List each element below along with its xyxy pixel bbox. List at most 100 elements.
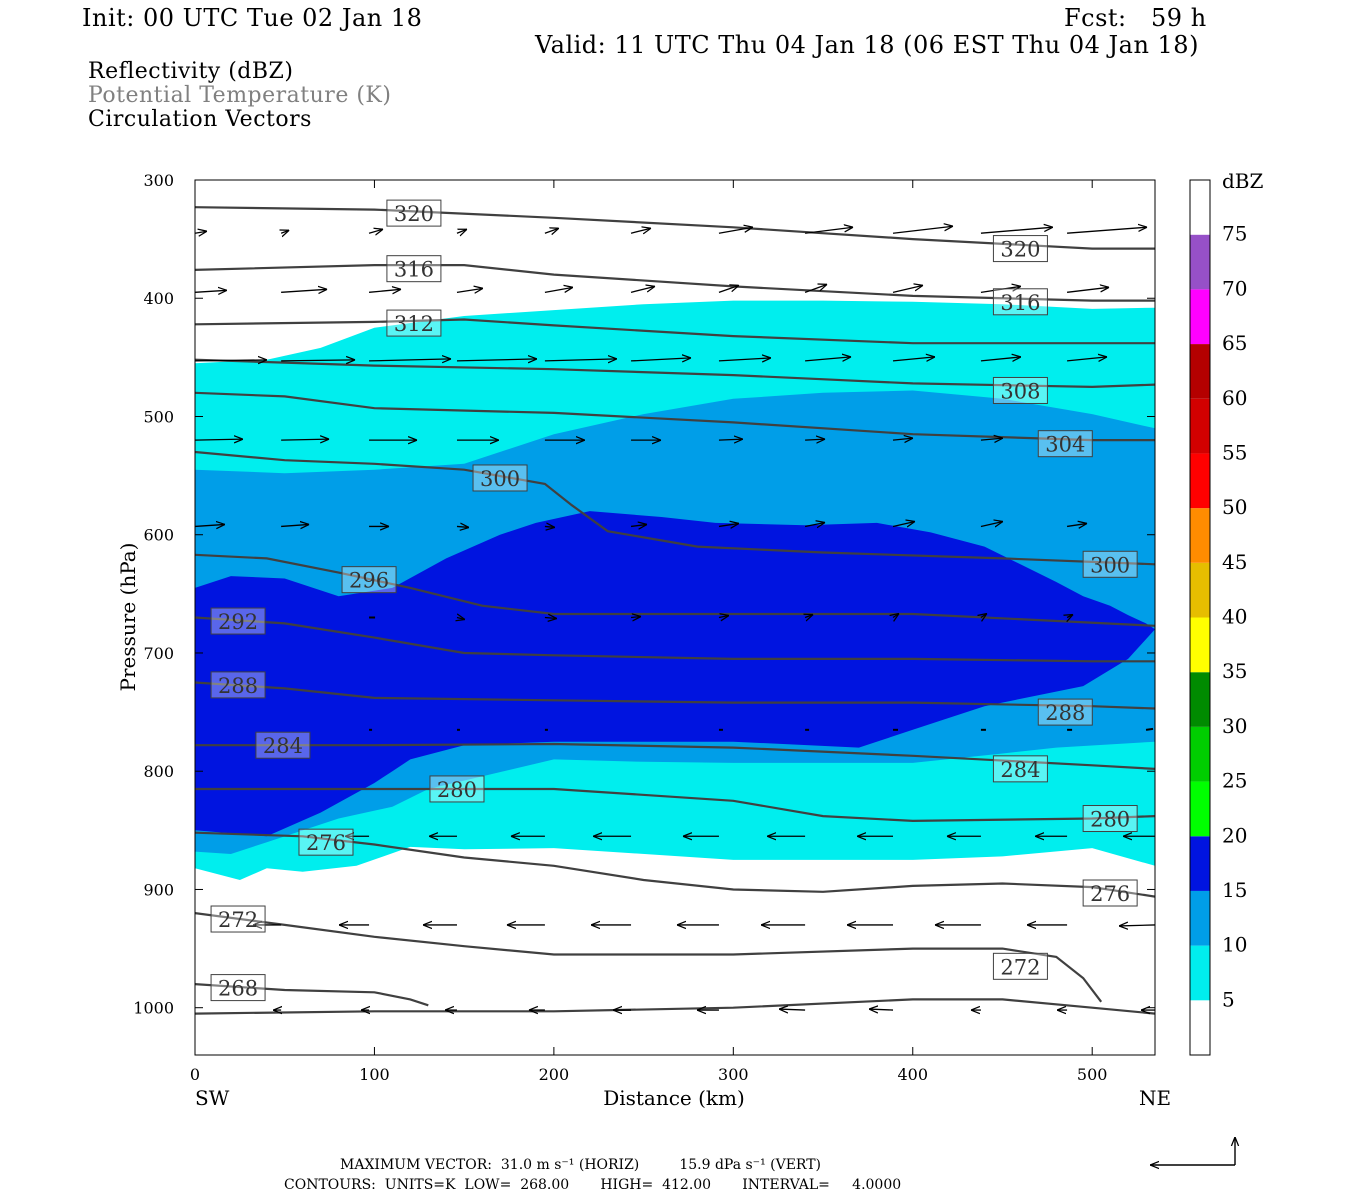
y-tick-label: 1000: [133, 999, 174, 1018]
contour-label-312: 312: [386, 309, 442, 337]
contour-label-text: 308: [1000, 379, 1040, 403]
x-tick-label: 0: [190, 1065, 200, 1084]
circulation-vector: [631, 358, 691, 361]
contour-label-304: 304: [1037, 430, 1093, 458]
valid-time: Valid: 11 UTC Thu 04 Jan 18 (06 EST Thu …: [535, 31, 1199, 59]
contour-label-text: 272: [218, 908, 258, 932]
circulation-vector: [1145, 727, 1154, 731]
contour-label-box: [386, 199, 442, 227]
contour-label-300: 300: [1082, 550, 1138, 578]
circulation-vector: [980, 357, 1021, 361]
contour-label-box: [429, 775, 485, 803]
circulation-vector: [892, 521, 915, 526]
theta-contour-320: [195, 206, 1155, 250]
contour-label-296: 296: [341, 566, 397, 594]
contour-label-320: 320: [386, 199, 442, 227]
circulation-vector: [1067, 357, 1107, 361]
x-axis-label: Distance (km): [603, 1086, 745, 1110]
colorbar-level-label: 20: [1222, 823, 1247, 847]
colorbar-level-label: 10: [1222, 933, 1247, 957]
contour-label-box: [472, 464, 528, 492]
y-tick-label: 600: [143, 526, 174, 545]
colorbar-swatch: [1190, 289, 1210, 345]
contour-label-box: [992, 288, 1048, 316]
circulation-vector: [805, 227, 853, 234]
theta-contour-272: [195, 912, 1103, 1003]
colorbar-swatch: [1190, 398, 1210, 454]
right-endpoint-label: NE: [1139, 1086, 1171, 1110]
contour-label-text: 268: [218, 977, 258, 1001]
colorbar-swatch: [1190, 617, 1210, 673]
circulation-vector: [893, 614, 899, 618]
colorbar-level-label: 35: [1222, 659, 1247, 683]
circulation-vector: [544, 618, 557, 619]
contour-label-box: [1082, 550, 1138, 578]
contour-label-box: [255, 731, 311, 759]
circulation-vector: [281, 360, 355, 361]
colorbar-swatch: [1190, 562, 1210, 618]
y-tick-label: 300: [143, 171, 174, 190]
colorbar-swatch: [1190, 453, 1210, 509]
circulation-vector: [281, 289, 327, 292]
y-tick-label: 800: [143, 762, 174, 781]
contour-label-box: [210, 905, 266, 933]
circulation-vector: [630, 286, 655, 293]
colorbar-swatch: [1190, 945, 1210, 1001]
circulation-vector: [368, 289, 401, 292]
theta-contour-300: [195, 450, 1155, 566]
theta-contour-312: [195, 318, 1155, 345]
circulation-vector: [368, 229, 383, 233]
colorbar-level-label: 75: [1222, 222, 1247, 246]
x-tick-label: 300: [718, 1065, 749, 1084]
contour-label-288: 288: [210, 671, 266, 699]
x-tick-label: 200: [539, 1065, 570, 1084]
colorbar-level-label: 55: [1222, 440, 1247, 464]
contour-label-316: 316: [992, 288, 1048, 316]
circulation-vector: [1067, 615, 1073, 618]
y-tick-label: 400: [143, 289, 174, 308]
contour-label-box: [992, 235, 1048, 263]
theta-contour-308: [195, 358, 1155, 389]
circulation-vector: [892, 285, 923, 293]
contour-label-text: 300: [1090, 553, 1130, 577]
theta-contour-280: [195, 787, 1155, 823]
colorbar-level-label: 40: [1222, 605, 1247, 629]
contour-label-box: [992, 755, 1048, 783]
circulation-vector: [544, 287, 573, 292]
contour-label-box: [1082, 805, 1138, 833]
circulation-vector: [980, 286, 1021, 293]
contour-label-box: [210, 607, 266, 635]
init-time: Init: 00 UTC Tue 02 Jan 18: [82, 4, 423, 32]
colorbar-frame: [1189, 179, 1211, 1056]
circulation-vector: [194, 524, 225, 526]
colorbar-swatch: [1190, 508, 1210, 563]
contour-label-text: 276: [306, 831, 346, 855]
circulation-vector: [544, 359, 617, 361]
theta-contour-292: [195, 616, 1155, 663]
contour-label-box: [992, 952, 1048, 980]
circulation-vector: [1119, 925, 1156, 926]
circulation-vector: [805, 615, 813, 618]
circulation-vector: [804, 284, 827, 293]
contour-label-284: 284: [992, 755, 1048, 783]
contour-label-276: 276: [1082, 879, 1138, 907]
contour-label-288: 288: [1037, 698, 1093, 726]
contour-label-text: 280: [1090, 808, 1130, 832]
contour-label-text: 300: [480, 467, 520, 491]
theta-contour-268: [195, 983, 429, 1007]
theta-contour-316: [195, 264, 1155, 302]
colorbar-swatch: [1190, 1000, 1210, 1055]
contour-label-268: 268: [210, 974, 266, 1002]
reflectivity-15dbz-region: [195, 511, 1155, 837]
colorbar-swatch: [1190, 344, 1210, 399]
theta-contour-288: [195, 681, 1155, 710]
circulation-vector: [281, 230, 289, 233]
max-vector-info: MAXIMUM VECTOR: 31.0 m s⁻¹ (HORIZ) 15.9 …: [340, 1157, 822, 1173]
y-axis-label: Pressure (hPa): [116, 543, 140, 692]
circulation-vector: [869, 1009, 894, 1010]
circulation-vector: [281, 439, 329, 440]
contour-label-text: 316: [394, 258, 434, 282]
circulation-vector: [805, 357, 851, 361]
colorbar-swatch: [1190, 672, 1210, 727]
